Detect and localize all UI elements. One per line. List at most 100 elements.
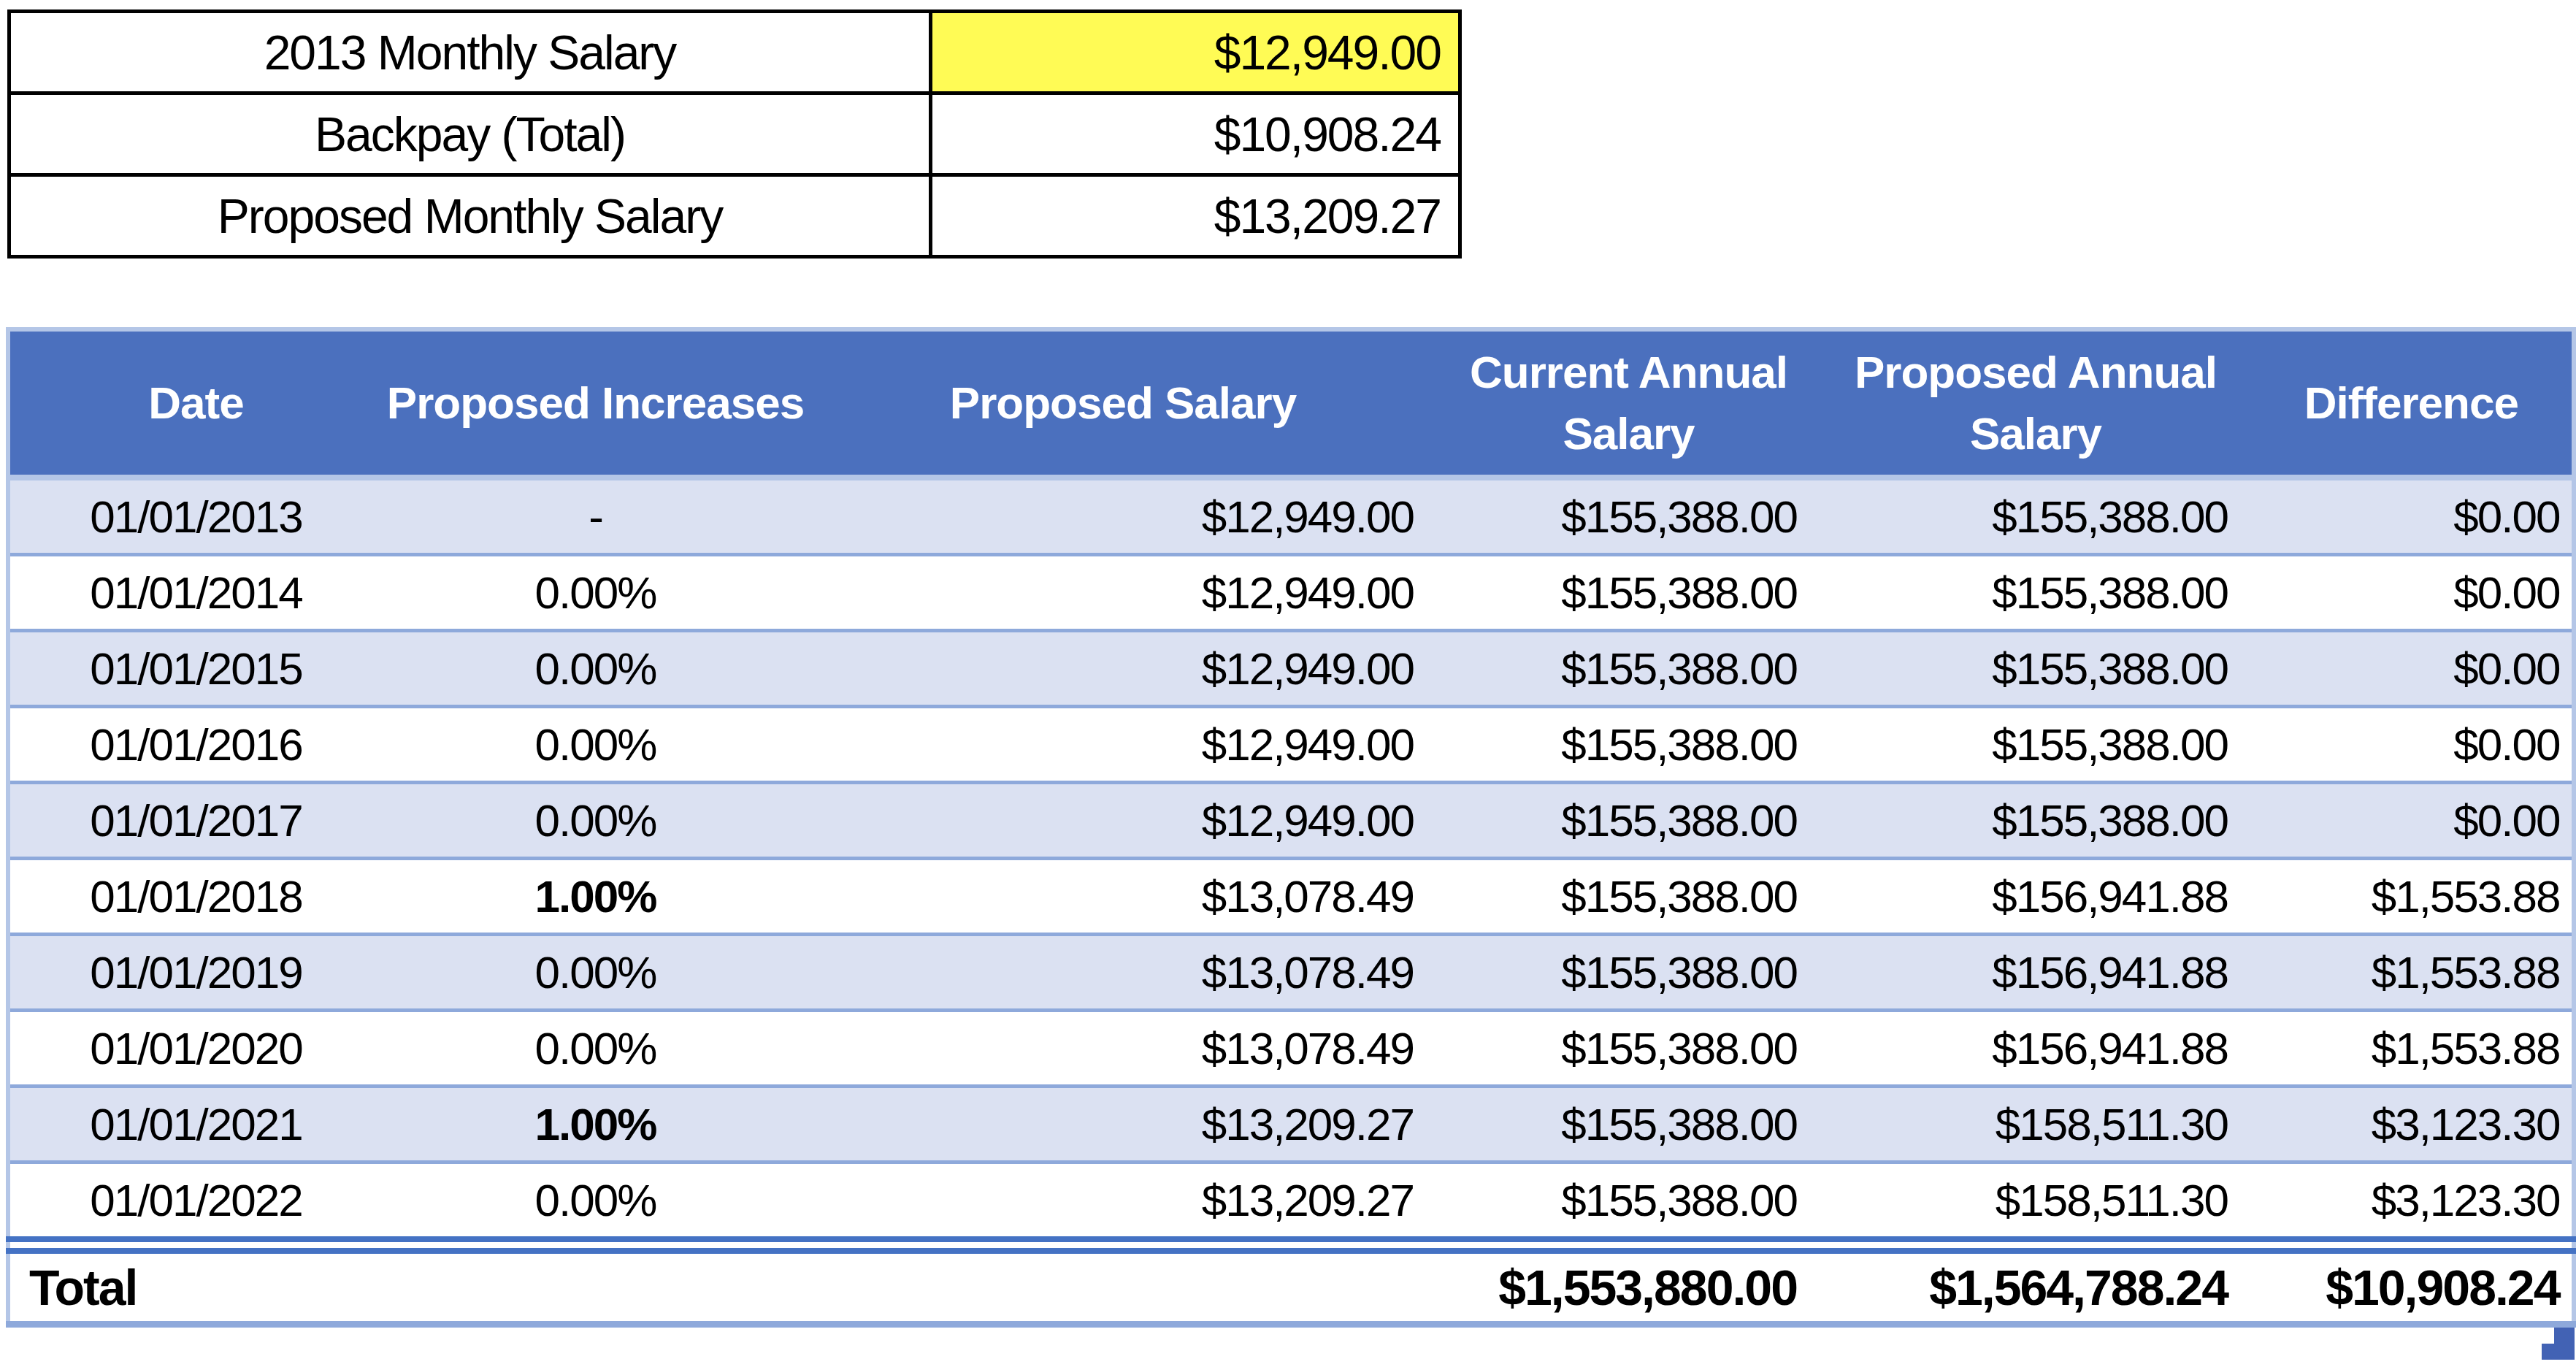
fill-handle[interactable]: [2554, 1328, 2575, 1360]
proposed-annual-cell[interactable]: $155,388.00: [1820, 631, 2251, 707]
date-cell[interactable]: 01/01/2016: [8, 707, 382, 783]
increase-cell[interactable]: 0.00%: [382, 1011, 809, 1087]
proposed-annual-cell[interactable]: $156,941.88: [1820, 935, 2251, 1011]
summary-value-2013-monthly-salary-highlighted-cell[interactable]: $12,949.00: [931, 12, 1460, 93]
difference-cell[interactable]: $3,123.30: [2251, 1163, 2574, 1240]
table-row-2018: 01/01/2018 1.00% $13,078.49 $155,388.00 …: [8, 859, 2574, 935]
increase-cell[interactable]: 0.00%: [382, 935, 809, 1011]
proposed-salary-cell[interactable]: $13,209.27: [809, 1087, 1437, 1163]
current-annual-cell[interactable]: $155,388.00: [1437, 1163, 1820, 1240]
table-row-2022: 01/01/2022 0.00% $13,209.27 $155,388.00 …: [8, 1163, 2574, 1240]
summary-table: 2013 Monthly Salary $12,949.00 Backpay (…: [7, 9, 1462, 259]
proposed-annual-cell[interactable]: $155,388.00: [1820, 707, 2251, 783]
table-row-2013: 01/01/2013 - $12,949.00 $155,388.00 $155…: [8, 478, 2574, 555]
fill-handle-step: [2542, 1344, 2554, 1360]
date-cell[interactable]: 01/01/2021: [8, 1087, 382, 1163]
summary-row-backpay: Backpay (Total) $10,908.24: [9, 93, 1460, 175]
header-difference[interactable]: Difference: [2251, 329, 2574, 478]
summary-label-backpay[interactable]: Backpay (Total): [9, 93, 931, 175]
current-annual-cell[interactable]: $155,388.00: [1437, 935, 1820, 1011]
date-cell[interactable]: 01/01/2022: [8, 1163, 382, 1240]
header-current-annual-salary[interactable]: Current Annual Salary: [1437, 329, 1820, 478]
date-cell[interactable]: 01/01/2019: [8, 935, 382, 1011]
date-cell[interactable]: 01/01/2014: [8, 555, 382, 631]
header-date[interactable]: Date: [8, 329, 382, 478]
date-cell[interactable]: 01/01/2020: [8, 1011, 382, 1087]
summary-row-proposed-monthly-salary: Proposed Monthly Salary $13,209.27: [9, 175, 1460, 257]
header-row: Date Proposed Increases Proposed Salary …: [8, 329, 2574, 478]
table-row-2014: 01/01/2014 0.00% $12,949.00 $155,388.00 …: [8, 555, 2574, 631]
table-row-2021: 01/01/2021 1.00% $13,209.27 $155,388.00 …: [8, 1087, 2574, 1163]
table-row-2019: 01/01/2019 0.00% $13,078.49 $155,388.00 …: [8, 935, 2574, 1011]
proposed-salary-cell[interactable]: $12,949.00: [809, 707, 1437, 783]
proposed-salary-cell[interactable]: $13,078.49: [809, 1011, 1437, 1087]
increase-cell[interactable]: -: [382, 478, 809, 555]
total-double-rule-separator: [8, 1239, 2574, 1251]
proposed-annual-cell[interactable]: $156,941.88: [1820, 1011, 2251, 1087]
proposed-annual-cell[interactable]: $158,511.30: [1820, 1087, 2251, 1163]
summary-label-proposed-monthly-salary[interactable]: Proposed Monthly Salary: [9, 175, 931, 257]
total-difference-cell[interactable]: $10,908.24: [2251, 1251, 2574, 1325]
proposed-annual-cell[interactable]: $158,511.30: [1820, 1163, 2251, 1240]
current-annual-cell[interactable]: $155,388.00: [1437, 707, 1820, 783]
difference-cell[interactable]: $1,553.88: [2251, 1011, 2574, 1087]
proposed-annual-cell[interactable]: $155,388.00: [1820, 555, 2251, 631]
proposed-salary-cell[interactable]: $12,949.00: [809, 631, 1437, 707]
table-row-2017: 01/01/2017 0.00% $12,949.00 $155,388.00 …: [8, 783, 2574, 859]
summary-label-2013-monthly-salary[interactable]: 2013 Monthly Salary: [9, 12, 931, 93]
current-annual-cell[interactable]: $155,388.00: [1437, 783, 1820, 859]
difference-cell[interactable]: $3,123.30: [2251, 1087, 2574, 1163]
proposed-salary-cell[interactable]: $13,078.49: [809, 859, 1437, 935]
difference-cell[interactable]: $0.00: [2251, 478, 2574, 555]
difference-cell[interactable]: $1,553.88: [2251, 859, 2574, 935]
proposed-annual-cell[interactable]: $155,388.00: [1820, 783, 2251, 859]
date-cell[interactable]: 01/01/2018: [8, 859, 382, 935]
proposed-annual-cell[interactable]: $155,388.00: [1820, 478, 2251, 555]
increase-cell[interactable]: 0.00%: [382, 783, 809, 859]
current-annual-cell[interactable]: $155,388.00: [1437, 1011, 1820, 1087]
header-proposed-increases[interactable]: Proposed Increases: [382, 329, 809, 478]
difference-cell[interactable]: $0.00: [2251, 555, 2574, 631]
increase-cell[interactable]: 0.00%: [382, 707, 809, 783]
table-row-2020: 01/01/2020 0.00% $13,078.49 $155,388.00 …: [8, 1011, 2574, 1087]
proposed-salary-cell[interactable]: $12,949.00: [809, 478, 1437, 555]
summary-value-proposed-monthly-salary[interactable]: $13,209.27: [931, 175, 1460, 257]
total-proposed-salary-cell-empty[interactable]: [809, 1251, 1437, 1325]
total-increase-cell-empty[interactable]: [382, 1251, 809, 1325]
total-current-annual-cell[interactable]: $1,553,880.00: [1437, 1251, 1820, 1325]
table-row-2016: 01/01/2016 0.00% $12,949.00 $155,388.00 …: [8, 707, 2574, 783]
date-cell[interactable]: 01/01/2013: [8, 478, 382, 555]
proposed-salary-cell[interactable]: $13,209.27: [809, 1163, 1437, 1240]
increase-cell[interactable]: 1.00%: [382, 859, 809, 935]
salary-table-header: Date Proposed Increases Proposed Salary …: [8, 329, 2574, 478]
summary-value-backpay[interactable]: $10,908.24: [931, 93, 1460, 175]
salary-projection-table: Date Proposed Increases Proposed Salary …: [6, 327, 2576, 1328]
current-annual-cell[interactable]: $155,388.00: [1437, 631, 1820, 707]
total-proposed-annual-cell[interactable]: $1,564,788.24: [1820, 1251, 2251, 1325]
difference-cell[interactable]: $1,553.88: [2251, 935, 2574, 1011]
difference-cell[interactable]: $0.00: [2251, 631, 2574, 707]
date-cell[interactable]: 01/01/2017: [8, 783, 382, 859]
current-annual-cell[interactable]: $155,388.00: [1437, 1087, 1820, 1163]
increase-cell[interactable]: 0.00%: [382, 631, 809, 707]
current-annual-cell[interactable]: $155,388.00: [1437, 859, 1820, 935]
total-label-cell[interactable]: Total: [8, 1251, 382, 1325]
proposed-salary-cell[interactable]: $12,949.00: [809, 555, 1437, 631]
header-proposed-salary[interactable]: Proposed Salary: [809, 329, 1437, 478]
increase-cell[interactable]: 0.00%: [382, 555, 809, 631]
current-annual-cell[interactable]: $155,388.00: [1437, 478, 1820, 555]
header-proposed-annual-salary[interactable]: Proposed Annual Salary: [1820, 329, 2251, 478]
date-cell[interactable]: 01/01/2015: [8, 631, 382, 707]
table-row-2015: 01/01/2015 0.00% $12,949.00 $155,388.00 …: [8, 631, 2574, 707]
proposed-salary-cell[interactable]: $12,949.00: [809, 783, 1437, 859]
current-annual-cell[interactable]: $155,388.00: [1437, 555, 1820, 631]
summary-row-monthly-salary: 2013 Monthly Salary $12,949.00: [9, 12, 1460, 93]
spreadsheet-view: 2013 Monthly Salary $12,949.00 Backpay (…: [0, 0, 2576, 1367]
increase-cell[interactable]: 1.00%: [382, 1087, 809, 1163]
proposed-annual-cell[interactable]: $156,941.88: [1820, 859, 2251, 935]
total-row: Total $1,553,880.00 $1,564,788.24 $10,90…: [8, 1251, 2574, 1325]
difference-cell[interactable]: $0.00: [2251, 783, 2574, 859]
increase-cell[interactable]: 0.00%: [382, 1163, 809, 1240]
difference-cell[interactable]: $0.00: [2251, 707, 2574, 783]
proposed-salary-cell[interactable]: $13,078.49: [809, 935, 1437, 1011]
